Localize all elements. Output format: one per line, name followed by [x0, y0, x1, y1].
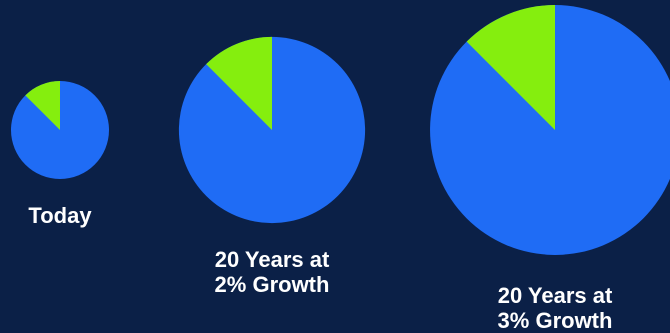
pie-3pct-minor-slice [466, 5, 555, 130]
pie-label-3pct-line-2: 3% Growth [497, 308, 613, 333]
pie-today [11, 81, 109, 179]
pie-2pct-minor-slice [206, 36, 272, 130]
pie-3pct [430, 5, 670, 255]
pie-3pct-major-slice [430, 5, 670, 255]
pie-label-2pct-line-2: 2% Growth [214, 272, 330, 297]
pie-label-3pct: 20 Years at 3% Growth [455, 283, 655, 333]
pie-label-2pct: 20 Years at 2% Growth [172, 247, 372, 297]
pie-2pct [178, 36, 366, 224]
pie-label-today-line-1: Today [28, 203, 92, 228]
pie-label-2pct-line-1: 20 Years at [214, 247, 330, 272]
pie-label-today: Today [10, 203, 110, 228]
pie-label-3pct-line-1: 20 Years at [497, 283, 613, 308]
pie-today-minor-slice [25, 81, 61, 130]
